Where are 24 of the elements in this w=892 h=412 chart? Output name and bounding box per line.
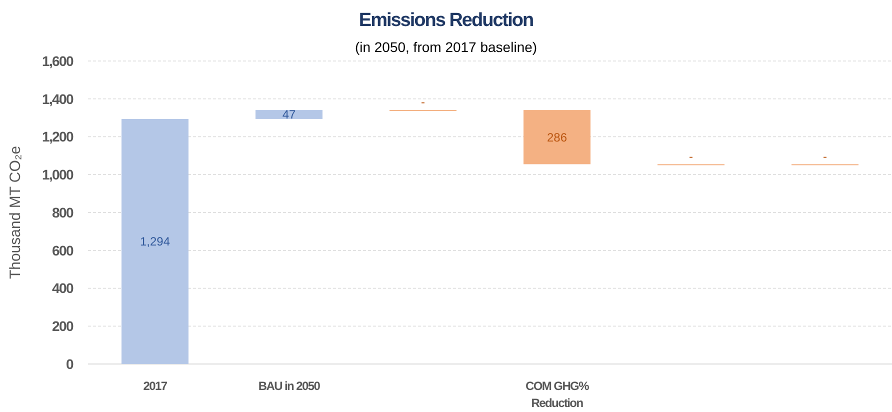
x-tick-label: BAU in 2050 bbox=[258, 379, 321, 393]
data-label: 47 bbox=[282, 108, 296, 122]
y-tick-label: 200 bbox=[52, 318, 74, 334]
y-tick-label: 600 bbox=[52, 242, 74, 258]
data-label: - bbox=[689, 149, 693, 164]
chart-subtitle: (in 2050, from 2017 baseline) bbox=[354, 39, 538, 55]
y-tick-label: 400 bbox=[52, 280, 74, 296]
data-label: 1,294 bbox=[140, 234, 170, 249]
y-axis-title: Thousand MT CO₂e bbox=[7, 146, 24, 280]
y-tick-label: 0 bbox=[66, 356, 74, 372]
data-label: 286 bbox=[546, 130, 568, 144]
bar bbox=[524, 110, 590, 164]
bar bbox=[122, 118, 188, 364]
x-tick-label: 2017 bbox=[143, 379, 168, 393]
y-tick-label: 1,000 bbox=[42, 166, 74, 183]
y-tick-label: 1,200 bbox=[42, 128, 74, 145]
chart-title: Emissions Reduction bbox=[358, 10, 534, 31]
data-label: - bbox=[421, 95, 425, 110]
y-tick-label: 1,400 bbox=[42, 90, 74, 107]
y-tick-label: 800 bbox=[52, 204, 74, 220]
data-label: - bbox=[823, 149, 827, 164]
bar bbox=[256, 110, 322, 119]
y-tick-label: 1,600 bbox=[42, 52, 74, 69]
x-tick-label: COM GHG% Reduction bbox=[526, 379, 590, 410]
